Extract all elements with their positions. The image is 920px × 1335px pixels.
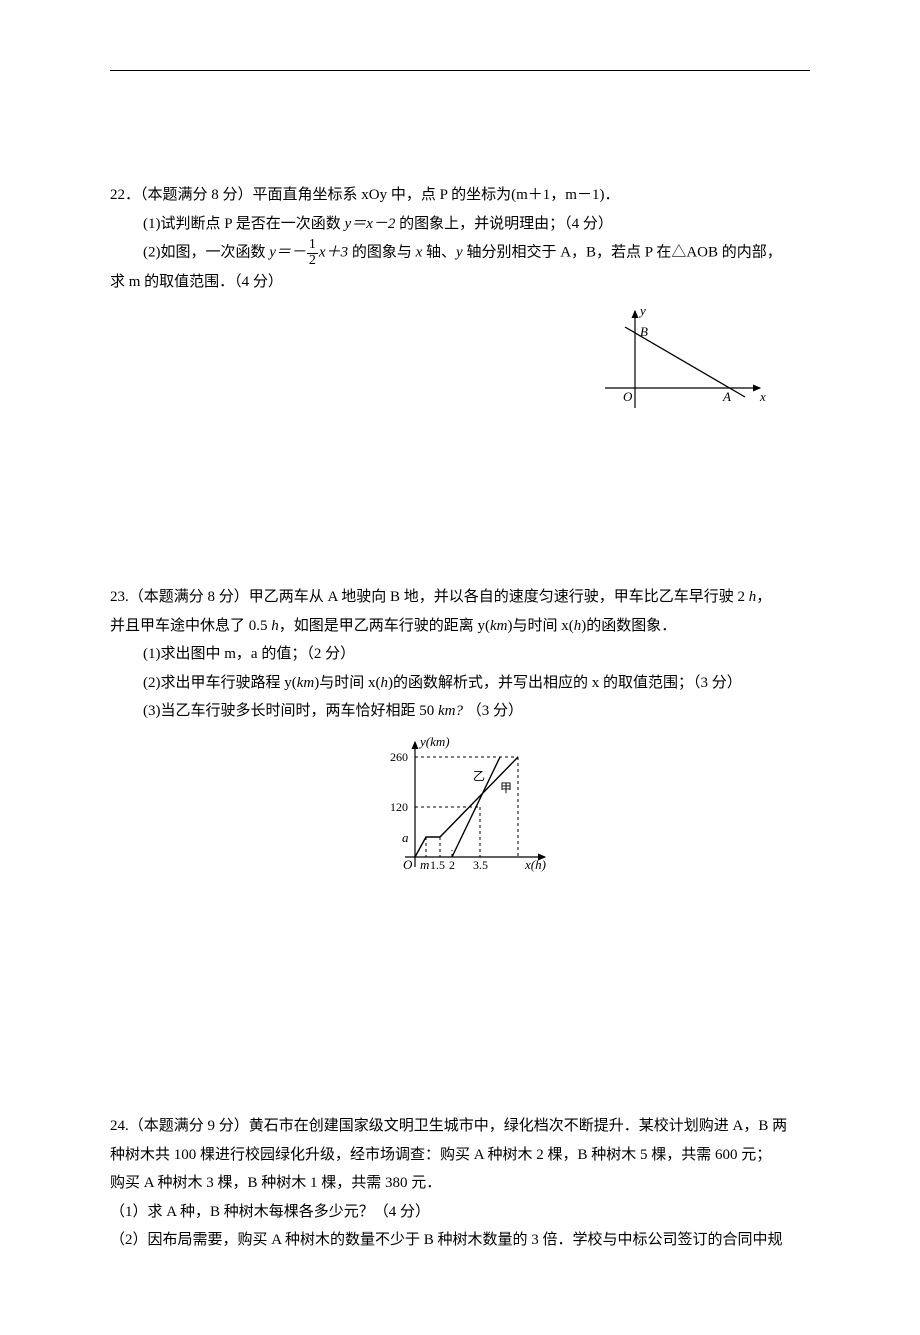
q23-h4: h	[381, 675, 389, 691]
xtick-15: 1.5	[430, 858, 445, 872]
xtick-35: 3.5	[473, 858, 488, 872]
q23-stem: 23.（本题满分 8 分）甲乙两车从 A 地驶向 B 地，并以各自的速度匀速行驶…	[110, 583, 810, 612]
ytick-a: a	[402, 830, 409, 845]
q24-line1: 24.（本题满分 9 分）黄石市在创建国家级文明卫生城市中，绿化档次不断提升．某…	[110, 1112, 810, 1141]
q22-figure: O A B x y	[600, 303, 770, 413]
q23-stem2: 并且甲车途中休息了 0.5 h，如图是甲乙两车行驶的距离 y(km)与时间 x(…	[110, 612, 810, 641]
q22-p2-c: 轴、	[422, 245, 456, 261]
q23-p2-a: (2)求出甲车行驶路程 y(	[143, 675, 297, 691]
top-rule	[110, 70, 810, 71]
q23-h2: h	[271, 618, 279, 634]
label-O: O	[403, 857, 413, 872]
q22-figure-wrap: O A B x y	[110, 303, 810, 424]
q23-number: 23.	[110, 589, 129, 605]
q23-stem2-c: )与时间 x(	[508, 618, 574, 634]
label-jia: 甲	[500, 781, 512, 795]
label-O: O	[623, 389, 633, 404]
q22-yvar: y	[456, 245, 463, 261]
q23-part3: (3)当乙车行驶多长时间时，两车恰好相距 50 km? （3 分）	[110, 697, 810, 726]
q23-p3-b: （3 分）	[467, 703, 523, 719]
q24-l1-text: （本题满分 9 分）黄石市在创建国家级文明卫生城市中，绿化档次不断提升．某校计划…	[129, 1118, 787, 1134]
q22-p2-b: 的图象与	[348, 245, 416, 261]
q24-line2: 种树木共 100 棵进行校园绿化升级，经市场调查：购买 A 种树木 2 棵，B …	[110, 1141, 810, 1170]
q22-p2-a: (2)如图，一次函数	[143, 245, 269, 261]
ylabel: y(km)	[418, 734, 450, 749]
q22-eq2-mid: x＋3	[319, 245, 348, 261]
q23-km1: km	[490, 618, 508, 634]
q22-stem: 22．（本题满分 8 分）平面直角坐标系 xOy 中，点 P 的坐标为(m＋1，…	[110, 181, 810, 210]
q23-stem2-b: ，如图是甲乙两车行驶的距离 y(	[279, 618, 490, 634]
q22-number: 22．	[110, 187, 140, 203]
q24-part1: （1）求 A 种，B 种树木每棵各多少元？（4 分）	[110, 1198, 810, 1227]
q22-eq2-lhs: y＝－	[269, 245, 306, 261]
q24-number: 24.	[110, 1118, 129, 1134]
q24-line3: 购买 A 种树木 3 棵，B 种树木 1 棵，共需 380 元．	[110, 1169, 810, 1198]
ytick-260: 260	[390, 750, 408, 764]
q23-stem-b: ，	[756, 589, 771, 605]
q22-frac-num: 1	[307, 238, 318, 254]
question-22: 22．（本题满分 8 分）平面直角坐标系 xOy 中，点 P 的坐标为(m＋1，…	[110, 181, 810, 423]
q22-stem-text: （本题满分 8 分）平面直角坐标系 xOy 中，点 P 的坐标为(m＋1，m－1…	[140, 187, 619, 203]
label-A: A	[722, 389, 731, 404]
q22-fraction: 12	[307, 238, 318, 268]
q22-eq1-lhs: y＝	[345, 216, 367, 232]
q23-p3-a: (3)当乙车行驶多长时间时，两车恰好相距 50	[143, 703, 438, 719]
q22-part1: (1)试判断点 P 是否在一次函数 y＝x－2 的图象上，并说明理由；（4 分）	[110, 210, 810, 239]
q22-part2: (2)如图，一次函数 y＝－12x＋3 的图象与 x 轴、y 轴分别相交于 A，…	[110, 238, 810, 268]
q23-km2: km	[297, 675, 315, 691]
q23-part1: (1)求出图中 m，a 的值；（2 分）	[110, 640, 810, 669]
q23-kmq: km?	[438, 703, 463, 719]
q24-part2: （2）因布局需要，购买 A 种树木的数量不少于 B 种树木数量的 3 倍．学校与…	[110, 1226, 810, 1255]
q23-p2-c: )的函数解析式，并写出相应的 x 的取值范围；（3 分）	[388, 675, 742, 691]
q22-frac-den: 2	[307, 254, 318, 269]
label-x: x	[759, 389, 766, 404]
question-24: 24.（本题满分 9 分）黄石市在创建国家级文明卫生城市中，绿化档次不断提升．某…	[110, 1112, 810, 1255]
xtick-m: m	[420, 857, 429, 872]
q22-tail-text: 求 m 的取值范围．（4 分）	[110, 274, 283, 290]
question-23: 23.（本题满分 8 分）甲乙两车从 A 地驶向 B 地，并以各自的速度匀速行驶…	[110, 583, 810, 892]
q22-eq1-rhs: x－2	[366, 216, 395, 232]
label-y: y	[638, 303, 646, 318]
line-jia	[415, 757, 518, 857]
q23-figure-wrap: 260 120 a O m 1.5 2 3.5 x(h) y(km) 乙 甲	[110, 732, 810, 893]
ytick-120: 120	[390, 800, 408, 814]
xtick-2: 2	[449, 858, 455, 872]
q23-stem2-a: 并且甲车途中休息了 0.5	[110, 618, 271, 634]
q22-p1-a: (1)试判断点 P 是否在一次函数	[143, 216, 345, 232]
q23-stem2-d: )的函数图象．	[581, 618, 676, 634]
q22-p1-b: 的图象上，并说明理由；（4 分）	[395, 216, 613, 232]
q23-stem-a: （本题满分 8 分）甲乙两车从 A 地驶向 B 地，并以各自的速度匀速行驶，甲车…	[129, 589, 749, 605]
q23-figure: 260 120 a O m 1.5 2 3.5 x(h) y(km) 乙 甲	[360, 732, 560, 882]
q23-part2: (2)求出甲车行驶路程 y(km)与时间 x(h)的函数解析式，并写出相应的 x…	[110, 669, 810, 698]
q22-p2-d: 轴分别相交于 A，B，若点 P 在△AOB 的内部，	[463, 245, 782, 261]
label-yi: 乙	[473, 769, 485, 783]
q22-tail: 求 m 的取值范围．（4 分）	[110, 268, 810, 297]
label-B: B	[640, 324, 648, 339]
q23-p2-b: )与时间 x(	[314, 675, 380, 691]
xlabel: x(h)	[524, 857, 546, 872]
